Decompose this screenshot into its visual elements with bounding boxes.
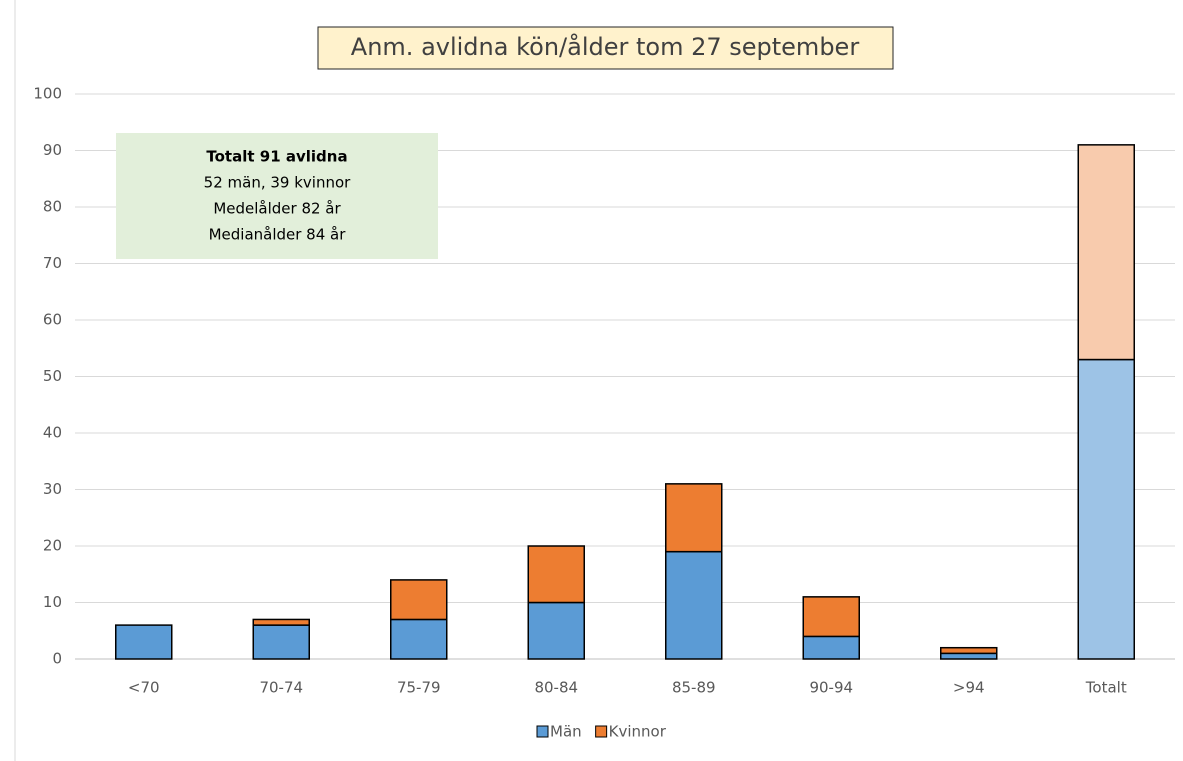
bar-segment [1077, 144, 1135, 361]
bar-segment [940, 646, 998, 655]
y-tick-label: 90 [43, 141, 62, 159]
bar-segment [527, 545, 585, 604]
bar-segment [802, 596, 860, 638]
annotation-text: 52 män, 39 kvinnor [204, 174, 351, 192]
bar-segment [665, 483, 723, 553]
x-tick-label: <70 [128, 679, 160, 697]
x-tick-label: 70-74 [259, 679, 303, 697]
y-tick-label: 80 [43, 198, 62, 216]
annotation-text: Totalt 91 avlidna [206, 148, 347, 166]
x-tick-label: 90-94 [809, 679, 853, 697]
y-tick-label: 70 [43, 254, 62, 272]
legend-label: Kvinnor [609, 723, 667, 741]
annotation-text: Medianålder 84 år [209, 226, 347, 244]
x-tick-label: >94 [953, 679, 985, 697]
bar-segment [390, 579, 448, 621]
y-tick-label: 100 [33, 85, 62, 103]
bar-segment [252, 618, 310, 626]
x-tick-label: Totalt [1085, 679, 1127, 697]
x-tick-label: 85-89 [672, 679, 716, 697]
bar-segment [527, 601, 585, 660]
bar-segment [252, 624, 310, 660]
y-tick-label: 50 [43, 367, 62, 385]
y-tick-label: 20 [43, 537, 62, 555]
bar-segment [940, 652, 998, 660]
bar-segment [390, 618, 448, 660]
legend-swatch [536, 725, 549, 738]
bar-segment [1077, 358, 1135, 660]
y-tick-label: 40 [43, 424, 62, 442]
chart-title: Anm. avlidna kön/ålder tom 27 september [351, 32, 860, 61]
bar-segment [115, 624, 173, 660]
y-tick-label: 10 [43, 593, 62, 611]
bar-segment [802, 635, 860, 660]
title-box [317, 26, 894, 70]
chart-border [14, 0, 1183, 761]
bar-segment [665, 550, 723, 660]
annotation-box [116, 133, 438, 259]
y-tick-label: 30 [43, 480, 62, 498]
x-tick-label: 80-84 [534, 679, 578, 697]
x-tick-label: 75-79 [397, 679, 441, 697]
y-tick-label: 0 [52, 650, 62, 668]
annotation-text: Medelålder 82 år [213, 200, 341, 218]
y-tick-label: 60 [43, 311, 62, 329]
legend-swatch [595, 725, 608, 738]
legend-label: Män [550, 723, 582, 741]
